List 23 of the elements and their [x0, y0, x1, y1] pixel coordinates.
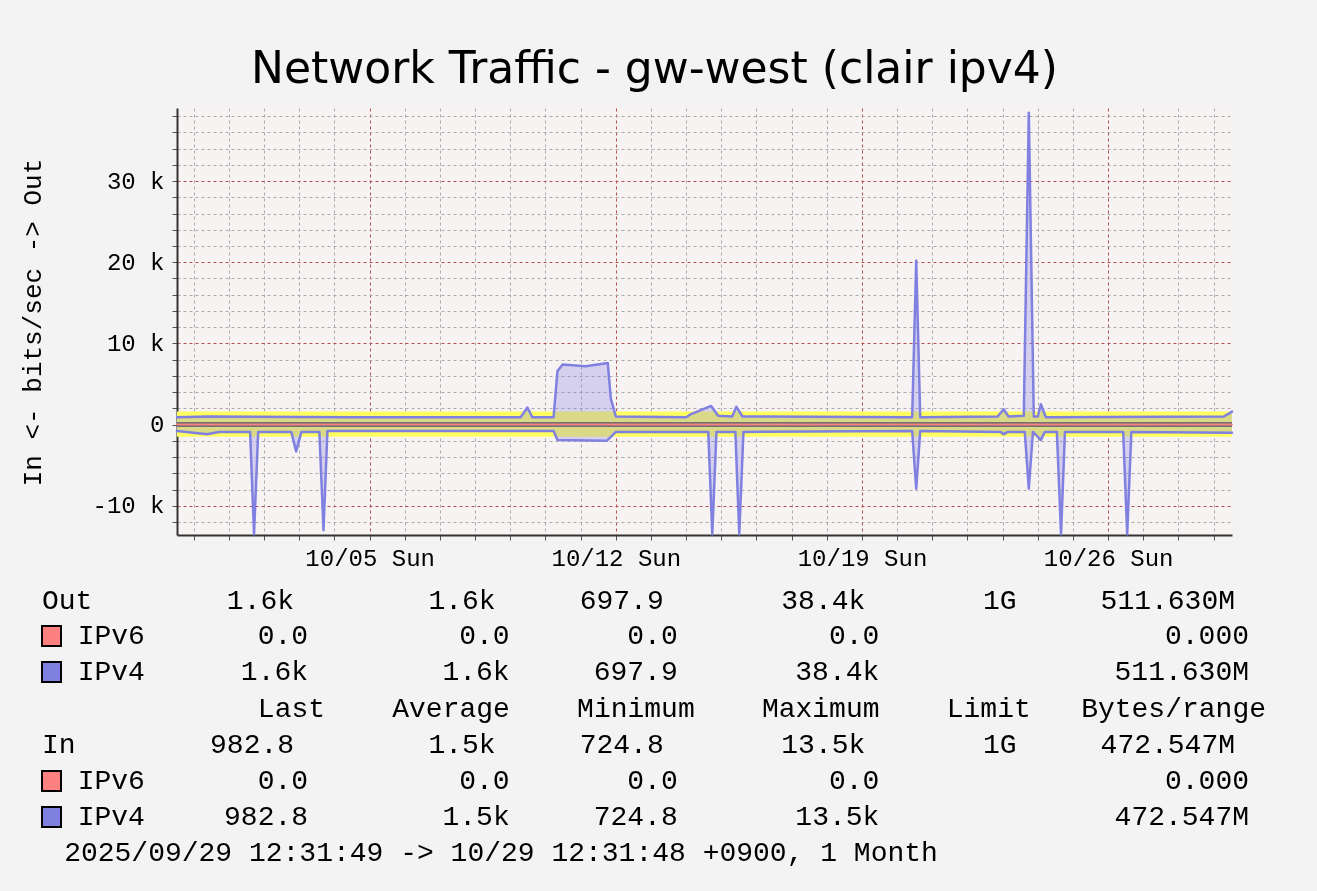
- text: 1.6k 1.6k 697.9 38.4k 511.630M: [240, 657, 1249, 688]
- x-tick-label: 10/26 Sun: [1043, 545, 1174, 573]
- y-tick-label: 0: [150, 412, 165, 440]
- legend-label: IPv4: [77, 657, 145, 688]
- text: 2025/09/29 12:31:49 -> 10/29 12:31:48 +0900, 1 Month: [64, 838, 938, 869]
- legend-label: IPv4: [77, 802, 145, 833]
- x-tick-label: 10/05 Sun: [305, 545, 435, 573]
- y-axis-title: In <- bits/sec -> Out: [18, 158, 49, 487]
- text: 0.0 0.0 0.0 0.0 0.000: [257, 621, 1249, 652]
- y-tick-label: -10 k: [92, 493, 165, 521]
- text: Last Average Minimum Maximum Limit Bytes/range: [257, 694, 1266, 725]
- text: 0.0 0.0 0.0 0.0 0.000: [257, 766, 1249, 797]
- x-tick-label: 10/12 Sun: [551, 545, 682, 573]
- x-tick-label: 10/19 Sun: [797, 545, 928, 573]
- chart-title: Network Traffic - gw-west (clair ipv4): [251, 42, 1058, 94]
- legend-label: IPv6: [77, 766, 145, 797]
- text: Out 1.6k 1.6k 697.9 38.4k 1G 511.630M: [42, 586, 1235, 617]
- y-tick-label: 30 k: [106, 168, 165, 196]
- y-tick-label: 10 k: [106, 330, 165, 358]
- text: 982.8 1.5k 724.8 13.5k 472.547M: [224, 802, 1249, 833]
- text: In 982.8 1.5k 724.8 13.5k 1G 472.547M: [42, 730, 1235, 761]
- legend-label: IPv6: [77, 621, 145, 652]
- y-tick-label: 20 k: [106, 249, 165, 277]
